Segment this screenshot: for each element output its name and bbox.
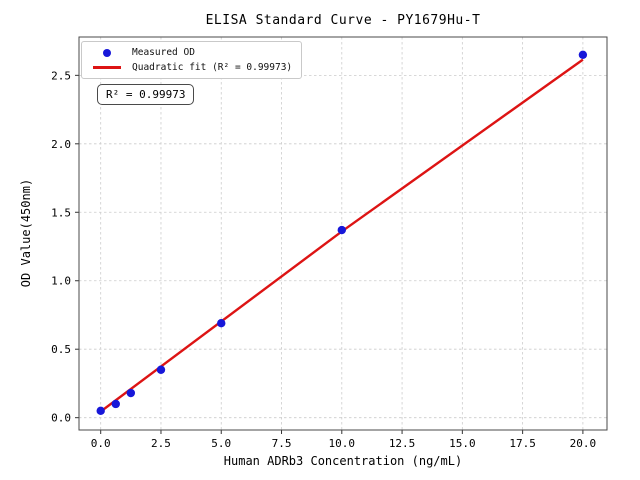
y-tick-label: 0.5 [51, 343, 71, 356]
legend: Measured OD Quadratic fit (R² = 0.99973) [81, 41, 303, 79]
data-point-measured-od [217, 318, 226, 328]
x-tick-label: 17.5 [509, 437, 536, 450]
x-tick-label: 15.0 [449, 437, 476, 450]
y-tick-label: 2.5 [51, 69, 71, 82]
data-point-measured-od [337, 225, 346, 235]
x-tick-label: 10.0 [329, 437, 356, 450]
y-tick-label: 2.0 [51, 138, 71, 151]
y-tick-label: 1.5 [51, 206, 71, 219]
data-point-measured-od [96, 406, 105, 416]
line-marker-icon [91, 66, 123, 69]
legend-label: Measured OD [132, 47, 195, 58]
x-tick-label: 20.0 [570, 437, 597, 450]
axes-spines [78, 36, 608, 431]
data-point-measured-od [156, 365, 166, 374]
y-tick-label: 1.0 [51, 275, 71, 288]
x-tick-label: 5.0 [211, 437, 231, 450]
y-axis-label: OD Value(450nm) [19, 178, 33, 288]
chart-title: ELISA Standard Curve - PY1679Hu-T [205, 13, 481, 28]
data-point-measured-od [578, 50, 588, 60]
legend-label: Quadratic fit (R² = 0.99973) [132, 62, 293, 73]
data-point-measured-od [126, 388, 136, 398]
y-tick-label: 0.0 [51, 412, 71, 425]
x-tick-label: 12.5 [389, 437, 416, 450]
x-axis-label: Human ADRb3 Concentration (ng/mL) [223, 454, 463, 468]
data-point-measured-od [111, 399, 120, 409]
x-tick-label: 2.5 [151, 437, 171, 450]
x-tick-label: 7.5 [272, 437, 292, 450]
scatter-marker-icon [91, 48, 123, 57]
x-tick-label: 0.0 [91, 437, 111, 450]
legend-item-quadratic-fit: Quadratic fit (R² = 0.99973) [91, 62, 292, 73]
legend-item-measured-od: Measured OD [91, 47, 292, 58]
r-squared-annotation: R² = 0.99973 [97, 84, 195, 105]
